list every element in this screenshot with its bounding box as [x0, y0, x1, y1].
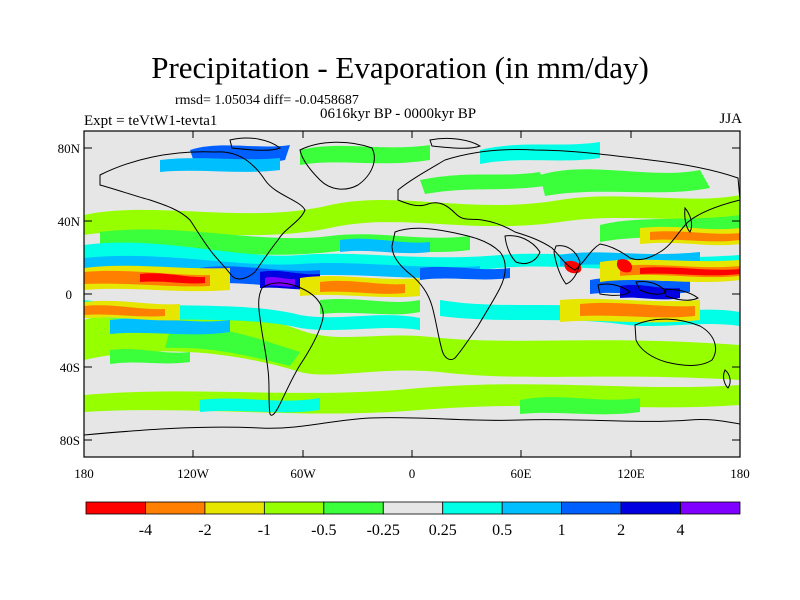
- rmsd-diff-stats: rmsd= 1.05034 diff= -0.0458687: [175, 93, 359, 108]
- season-label: JJA: [719, 111, 742, 127]
- colorbar-swatch-7: [501, 501, 563, 515]
- lat-label-40n: 40N: [58, 214, 81, 229]
- plot-title: Precipitation - Evaporation (in mm/day): [151, 50, 649, 85]
- colorbar-label-0: -4: [139, 522, 152, 539]
- colorbar-label-5: 0.25: [429, 522, 457, 539]
- colorbar-swatch-5: [382, 501, 444, 515]
- colorbar-label-1: -2: [198, 522, 211, 539]
- lat-label-80s: 80S: [60, 433, 80, 448]
- lat-axis: [84, 147, 740, 441]
- lon-label-120e: 120E: [617, 466, 645, 481]
- colorbar-swatch-3: [263, 501, 325, 515]
- lat-label-0: 0: [66, 287, 73, 302]
- lon-label-180w: 180: [74, 466, 94, 481]
- anomaly-field: [84, 142, 740, 415]
- colorbar-label-2: -1: [258, 522, 271, 539]
- colorbar-swatch-8: [561, 501, 622, 515]
- colorbar-swatch-2: [204, 501, 265, 515]
- colorbar-swatch-9: [620, 501, 681, 515]
- coastlines: [84, 137, 740, 436]
- lon-axis: [192, 131, 632, 457]
- lon-label-180e: 180: [730, 466, 750, 481]
- colorbar-swatch-0: [85, 501, 146, 515]
- lon-label-120w: 120W: [177, 466, 210, 481]
- colorbar: -4 -2 -1 -0.5 -0.25 0.25 0.5 1 2 4: [85, 501, 741, 539]
- colorbar-swatch-6: [442, 501, 503, 515]
- colorbar-label-3: -0.5: [311, 522, 336, 539]
- colorbar-swatch-10: [680, 501, 741, 515]
- lat-label-80n: 80N: [58, 141, 81, 156]
- experiment-label: Expt = teVtW1-tevta1: [84, 113, 218, 129]
- colorbar-label-6: 0.5: [492, 522, 512, 539]
- lon-label-0: 0: [409, 466, 416, 481]
- colorbar-swatch-4: [323, 501, 384, 515]
- time-period-label: 0616kyr BP - 0000kyr BP: [320, 106, 477, 122]
- colorbar-label-9: 4: [677, 522, 685, 539]
- colorbar-swatch-1: [145, 501, 206, 515]
- lon-label-60e: 60E: [511, 466, 532, 481]
- colorbar-label-8: 2: [617, 522, 625, 539]
- lat-label-40s: 40S: [60, 360, 80, 375]
- colorbar-label-7: 1: [558, 522, 566, 539]
- colorbar-label-4: -0.25: [367, 522, 400, 539]
- lon-label-60w: 60W: [290, 466, 316, 481]
